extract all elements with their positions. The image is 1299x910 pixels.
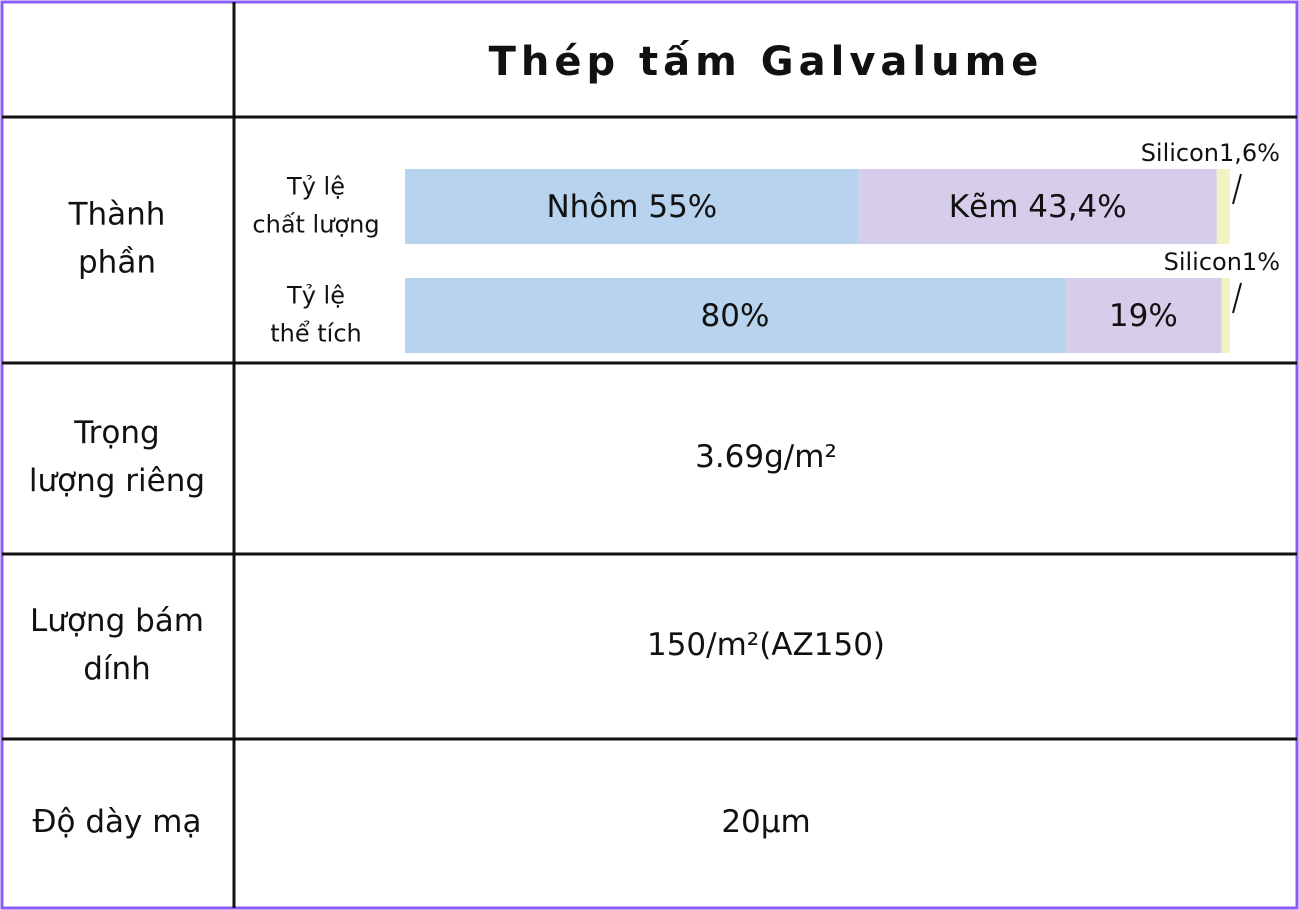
row-value: 150/m²(AZ150) (647, 627, 885, 663)
row-label: Lượng bám (30, 603, 204, 639)
row-label: dính (83, 651, 151, 687)
row-label: phần (78, 245, 156, 281)
bar-segment (1065, 278, 1222, 353)
segment-label: Silicon1,6% (1141, 139, 1280, 167)
bar-segment (1216, 169, 1230, 244)
bar-segment (405, 278, 1065, 353)
pointer (1232, 173, 1242, 205)
bar-segment (1221, 278, 1230, 353)
pointer (1232, 282, 1242, 314)
row-label: Độ dày mạ (33, 804, 202, 840)
bar-segment (858, 169, 1217, 244)
bar-segment (405, 169, 859, 244)
row-label: Trọng (73, 415, 159, 451)
row-label: lượng riêng (29, 463, 205, 499)
title: Thép tấm Galvalume (489, 39, 1044, 85)
segment-label: Silicon1% (1164, 248, 1280, 276)
row-label: Thành (68, 197, 166, 233)
bar-label: Tỷ lệ (286, 282, 345, 310)
row-value: 20µm (721, 804, 810, 840)
segment-label: 80% (701, 298, 770, 334)
bar-label: Tỷ lệ (286, 173, 345, 201)
segment-label: Nhôm 55% (546, 189, 717, 225)
bar-label: thể tích (270, 320, 362, 348)
segment-label: Kẽm 43,4% (949, 189, 1127, 225)
segment-label: 19% (1109, 298, 1178, 334)
row-value: 3.69g/m² (695, 439, 837, 475)
bar-label: chất lượng (252, 211, 379, 239)
